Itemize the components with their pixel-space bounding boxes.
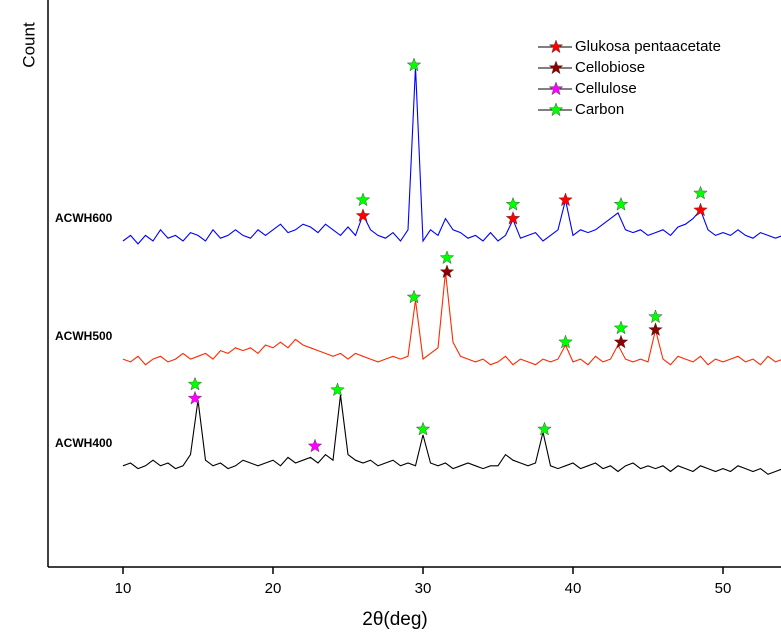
phase-marker xyxy=(558,192,573,207)
series-label: ACWH500 xyxy=(55,329,113,343)
phase-marker xyxy=(187,376,203,391)
legend-marker xyxy=(548,81,564,96)
series-label: ACWH400 xyxy=(55,436,113,450)
legend-marker xyxy=(548,39,564,54)
y-axis-label: Count xyxy=(19,22,38,68)
legend-marker xyxy=(548,60,564,75)
phase-marker xyxy=(187,390,203,405)
series-label: ACWH600 xyxy=(55,211,113,225)
series-line xyxy=(122,271,781,366)
phase-marker xyxy=(693,185,708,200)
phase-marker xyxy=(613,320,629,335)
phase-marker xyxy=(355,192,371,207)
legend-label: Glukosa pentaacetate xyxy=(575,38,721,55)
x-tick-label: 10 xyxy=(115,580,132,597)
legend-label: Cellulose xyxy=(575,80,637,97)
phase-marker xyxy=(613,334,629,349)
phase-marker xyxy=(693,202,708,217)
phase-marker xyxy=(355,208,371,222)
series-line xyxy=(122,394,781,475)
phase-marker xyxy=(505,196,521,211)
series-line xyxy=(122,66,781,245)
x-tick-label: 30 xyxy=(415,580,432,597)
phase-marker xyxy=(439,264,455,279)
phase-marker xyxy=(558,334,573,349)
phase-marker xyxy=(415,421,431,436)
phase-marker xyxy=(537,421,552,436)
x-tick-label: 20 xyxy=(265,580,282,597)
phase-marker xyxy=(406,57,422,72)
phase-marker xyxy=(613,196,629,211)
phase-marker xyxy=(648,309,663,324)
phase-marker xyxy=(648,322,663,336)
phase-marker xyxy=(406,289,422,304)
x-tick-label: 50 xyxy=(715,580,732,597)
legend-label: Cellobiose xyxy=(575,59,645,76)
x-tick-label: 40 xyxy=(565,580,582,597)
phase-marker xyxy=(439,250,455,265)
x-axis-label: 2θ(deg) xyxy=(362,609,428,630)
phase-marker xyxy=(307,438,323,453)
phase-marker xyxy=(505,211,521,225)
legend-label: Carbon xyxy=(575,101,624,118)
phase-marker xyxy=(330,382,345,397)
legend-marker xyxy=(548,102,564,117)
